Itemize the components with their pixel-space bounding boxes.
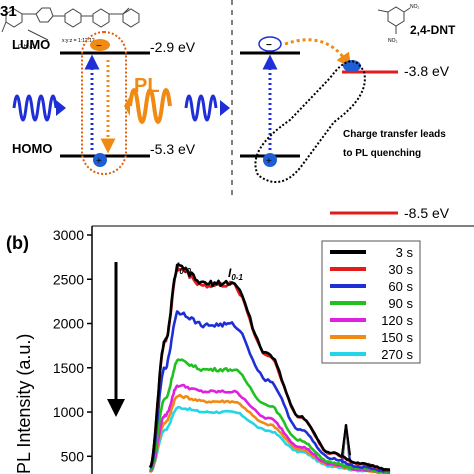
series-line-90s (149, 358, 391, 474)
legend-label: 30 s (388, 262, 413, 277)
excitation-light-wave-right-icon (184, 94, 218, 122)
hole-icon (93, 153, 107, 167)
polymer-ratio: x:y:z = 1:12:12 (62, 38, 95, 44)
dnt-upper-energy: -3.8 eV (404, 63, 450, 79)
homo-energy: -5.3 eV (150, 141, 196, 157)
legend-label: 3 s (396, 245, 414, 260)
excitation-arrowhead-right-icon (220, 100, 230, 116)
peak-label-i00: I0-0 (176, 260, 191, 276)
lumo-label: LUMO (12, 37, 50, 52)
y-ticks: 3000 2500 2000 1500 1000 500 (53, 227, 92, 464)
electron-sign: − (96, 41, 102, 52)
y-tick-label: 2000 (53, 316, 84, 332)
charge-transfer-outline (254, 60, 366, 183)
panel-b-label: (b) (6, 233, 29, 253)
y-tick-label: 2500 (53, 271, 84, 287)
plot-frame (91, 225, 474, 474)
y-tick-label: 1500 (53, 360, 84, 376)
y-tick-label: 3000 (53, 227, 84, 243)
electron-excited-icon (90, 39, 110, 51)
pl-arrowhead-icon (124, 96, 130, 116)
legend-label: 60 s (388, 279, 413, 294)
excitation-arrowhead-icon (56, 100, 66, 116)
dnt-molecule-drawing (377, 6, 411, 34)
quenching-caption-line1: Charge transfer leads (343, 129, 446, 140)
panel-a-label-fragment: 31 (0, 3, 17, 20)
legend-label: 90 s (388, 296, 413, 311)
dnt-lower-energy: -8.5 eV (404, 205, 450, 221)
lumo-energy: -2.9 eV (150, 39, 196, 55)
homo-label: HOMO (12, 141, 52, 156)
legend: 3 s 30 s 60 s 90 s 120 s 150 s 270 s (321, 240, 421, 364)
pl-light-wave-icon (128, 88, 172, 124)
analyte-name: 2,4-DNT (410, 23, 456, 37)
electron-right-sign: − (266, 40, 272, 51)
excitation-light-wave-icon (12, 94, 58, 122)
legend-label: 150 s (381, 330, 413, 345)
electron-outline-icon (258, 36, 282, 52)
legend-box (321, 240, 421, 364)
peak-label-i01: I0-1 (228, 266, 243, 282)
series-lines (148, 263, 391, 474)
pl-label: PL (134, 75, 160, 97)
hole-sign: + (96, 156, 102, 167)
hole-right-icon (263, 153, 277, 167)
dnt-no2-upper: NO₂ (410, 4, 420, 10)
polymer-structure-drawing (1, 7, 140, 41)
quenching-caption-line2: to PL quenching (343, 148, 421, 159)
series-line-120s (148, 383, 391, 474)
series-line-60s (149, 310, 391, 473)
hole-right-sign: + (266, 156, 272, 167)
legend-label: 270 s (381, 347, 413, 362)
y-axis-label: PL Intensity (a.u.) (14, 334, 34, 474)
y-tick-label: 500 (61, 448, 85, 464)
polymer-substituent: C₆H₁₃O (18, 44, 35, 50)
charge-transfer-arrow (284, 38, 352, 69)
exciton-outline (81, 31, 127, 175)
y-tick-label: 1000 (53, 404, 84, 420)
series-line-3s (148, 263, 390, 471)
legend-label: 120 s (381, 313, 413, 328)
series-spike (341, 424, 351, 456)
dnt-no2-lower: NO₂ (388, 38, 398, 44)
